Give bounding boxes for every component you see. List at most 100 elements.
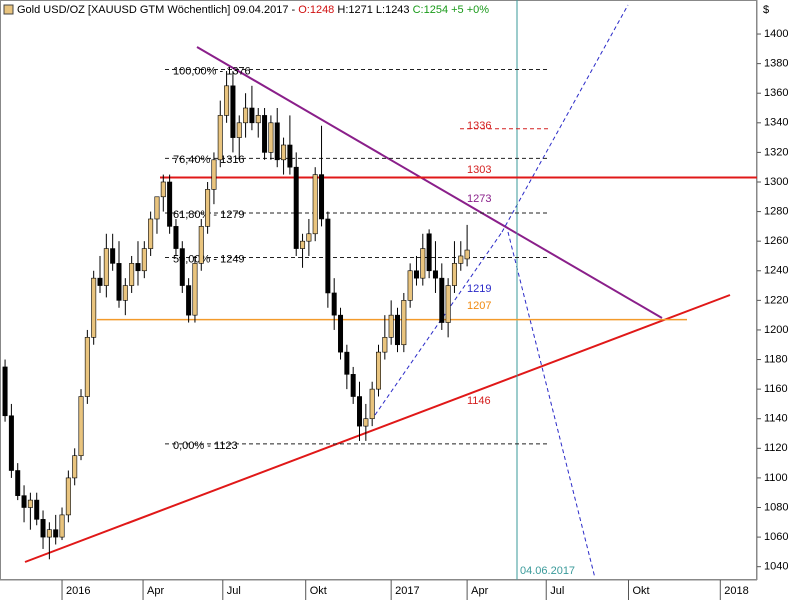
candle-body: [27, 499, 33, 508]
candle-body: [135, 263, 141, 272]
x-tick-label: Okt: [633, 585, 650, 597]
y-tick-label: 1160: [764, 383, 788, 395]
candle-body: [148, 218, 154, 249]
y-axis-label: $: [763, 4, 769, 16]
annotation: 1336: [467, 120, 491, 132]
candle-body: [65, 477, 71, 516]
candle-body: [21, 495, 27, 508]
candle-body: [217, 115, 223, 161]
candle-body: [287, 144, 293, 168]
candle-body: [8, 415, 14, 471]
candle-body: [344, 351, 350, 375]
candle-body: [394, 314, 400, 346]
fib-label: 50,00% - 1249: [173, 253, 245, 265]
candle-body: [407, 270, 413, 301]
y-tick-label: 1100: [764, 472, 788, 484]
candle-body: [243, 107, 249, 124]
candle-body: [293, 166, 299, 249]
candle-body: [445, 285, 451, 323]
candle-body: [451, 263, 457, 286]
candle-body: [91, 277, 97, 338]
candle-body: [2, 366, 8, 417]
candle-body: [78, 396, 84, 457]
x-tick-label: Apr: [147, 585, 164, 597]
x-tick-label: Jul: [227, 585, 241, 597]
fib-label: 76,40% - 1316: [173, 154, 245, 166]
candle-body: [281, 144, 287, 161]
candle-body: [192, 263, 198, 316]
annotation: 1146: [467, 395, 491, 407]
annotation: 1303: [467, 164, 491, 176]
x-tick-label: 2018: [724, 585, 748, 597]
candle-body: [110, 248, 116, 264]
chart-title: Gold USD/OZ [XAUUSD GTM Wöchentlich] 09.…: [17, 4, 489, 16]
candle-body: [59, 514, 65, 538]
x-tick-label: 2017: [395, 585, 419, 597]
candle-body: [262, 115, 268, 153]
candle-body: [53, 529, 59, 538]
candle-body: [129, 263, 135, 286]
candle-body: [426, 233, 432, 272]
candle-body: [325, 218, 331, 294]
candle-body: [186, 285, 192, 316]
y-tick-label: 1340: [764, 117, 788, 129]
candle-body: [432, 270, 438, 279]
y-tick-label: 1040: [764, 561, 788, 573]
y-tick-label: 1220: [764, 294, 788, 306]
y-tick-label: 1400: [764, 28, 788, 40]
candle-body: [122, 285, 128, 301]
candle-body: [338, 314, 344, 353]
symbol-icon: [3, 4, 14, 15]
title-main: Gold USD/OZ [XAUUSD GTM Wöchentlich] 09.…: [17, 4, 295, 16]
y-tick-label: 1280: [764, 205, 788, 217]
title-change: C:1254 +5 +0%: [413, 4, 490, 16]
fib-label: 100,00% - 1376: [173, 65, 251, 77]
candle-body: [363, 418, 369, 427]
candle-body: [205, 189, 211, 227]
candle-body: [15, 470, 21, 496]
annotation: 1207: [467, 300, 491, 312]
candle-body: [306, 233, 312, 242]
candle-body: [357, 396, 363, 427]
annotation: 1273: [467, 193, 491, 205]
candle-body: [331, 292, 337, 316]
x-tick-label: Jul: [550, 585, 564, 597]
candle-body: [312, 174, 318, 235]
candle-body: [230, 85, 236, 138]
y-tick-label: 1060: [764, 531, 788, 543]
y-tick-label: 1360: [764, 87, 788, 99]
candle-body: [388, 314, 394, 338]
candle-body: [160, 181, 166, 198]
y-tick-label: 1380: [764, 58, 788, 70]
candle-body: [382, 337, 388, 353]
candle-body: [300, 240, 306, 249]
candle-body: [46, 529, 52, 538]
candle-body: [350, 374, 356, 397]
x-tick-label: Apr: [471, 585, 488, 597]
y-tick-label: 1320: [764, 146, 788, 158]
candle-body: [319, 174, 325, 220]
title-range: H:1271 L:1243: [337, 4, 409, 16]
candle-body: [34, 499, 40, 520]
candle-body: [268, 122, 274, 153]
candle-body: [401, 300, 407, 346]
candle-body: [375, 351, 381, 390]
candle-body: [103, 248, 109, 286]
candle-body: [274, 122, 280, 161]
y-tick-label: 1140: [764, 413, 788, 425]
y-tick-label: 1080: [764, 501, 788, 513]
candle-body: [84, 337, 90, 397]
projection-line: [374, 231, 503, 416]
candle-body: [413, 270, 419, 279]
x-tick-label: 2016: [66, 585, 90, 597]
candle-body: [198, 226, 204, 264]
projection-down: [507, 231, 596, 579]
candle-body: [369, 388, 375, 420]
fib-label: 0,00% - 1123: [173, 440, 238, 452]
candle-body: [179, 248, 185, 286]
y-tick-label: 1240: [764, 265, 788, 277]
y-tick-label: 1120: [764, 442, 788, 454]
